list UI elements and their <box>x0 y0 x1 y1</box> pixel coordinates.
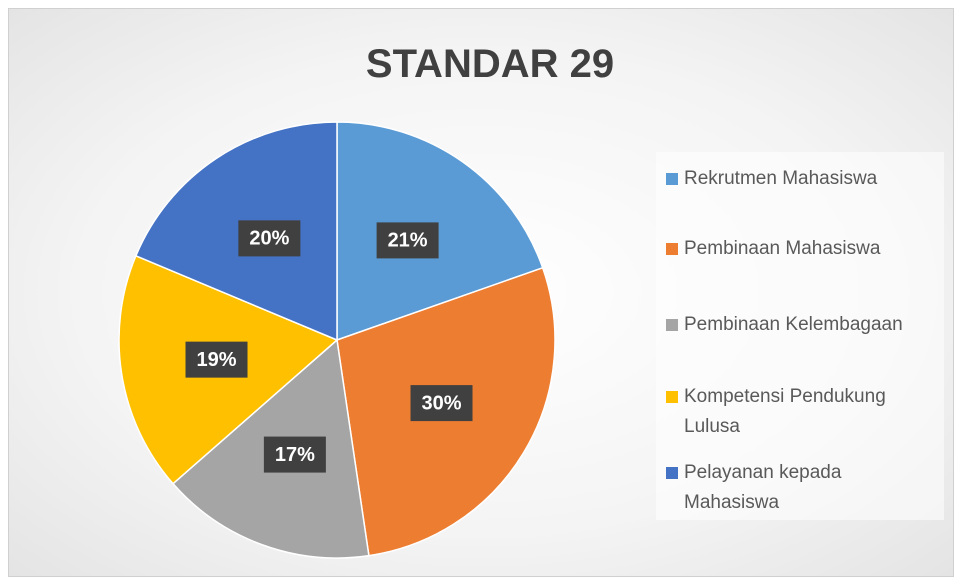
legend-item: Rekrutmen Mahasiswa <box>666 164 936 194</box>
legend-label: Pembinaan Mahasiswa <box>684 238 881 259</box>
data-label: 19% <box>185 341 248 378</box>
legend-item: Kompetensi Pendukung Lulusa <box>666 382 936 442</box>
data-label-text: 20% <box>249 228 289 250</box>
legend-swatch <box>666 243 678 255</box>
data-label-text: 30% <box>421 392 461 414</box>
data-label-text: 17% <box>275 444 315 466</box>
legend-label: Pelayanan kepada Mahasiswa <box>684 462 842 513</box>
data-label-box <box>263 436 326 473</box>
legend-item: Pelayanan kepada Mahasiswa <box>666 458 936 518</box>
legend-item: Pembinaan Mahasiswa <box>666 234 936 264</box>
data-label-text: 19% <box>196 349 236 371</box>
data-label: 17% <box>263 436 326 473</box>
legend-swatch <box>666 173 678 185</box>
data-label: 30% <box>410 385 473 422</box>
legend: Rekrutmen Mahasiswa Pembinaan Mahasiswa Pe… <box>656 152 944 520</box>
data-label-box <box>376 222 439 259</box>
data-label-box <box>238 220 301 257</box>
legend-label: Kompetensi Pendukung Lulusa <box>684 386 886 437</box>
legend-label: Pembinaan Kelembagaan <box>684 314 903 335</box>
pie-slice <box>134 121 338 342</box>
legend-swatch <box>666 391 678 403</box>
data-label: 20% <box>238 220 301 257</box>
legend-label: Rekrutmen Mahasiswa <box>684 168 878 189</box>
legend-item: Pembinaan Kelembagaan <box>666 310 936 340</box>
data-label: 21% <box>376 222 439 259</box>
data-label-box <box>410 385 473 422</box>
legend-swatch <box>666 467 678 479</box>
legend-swatch <box>666 319 678 331</box>
chart-title: STANDAR 29 <box>366 42 614 86</box>
data-label-box <box>185 341 248 378</box>
data-label-text: 21% <box>388 230 428 252</box>
